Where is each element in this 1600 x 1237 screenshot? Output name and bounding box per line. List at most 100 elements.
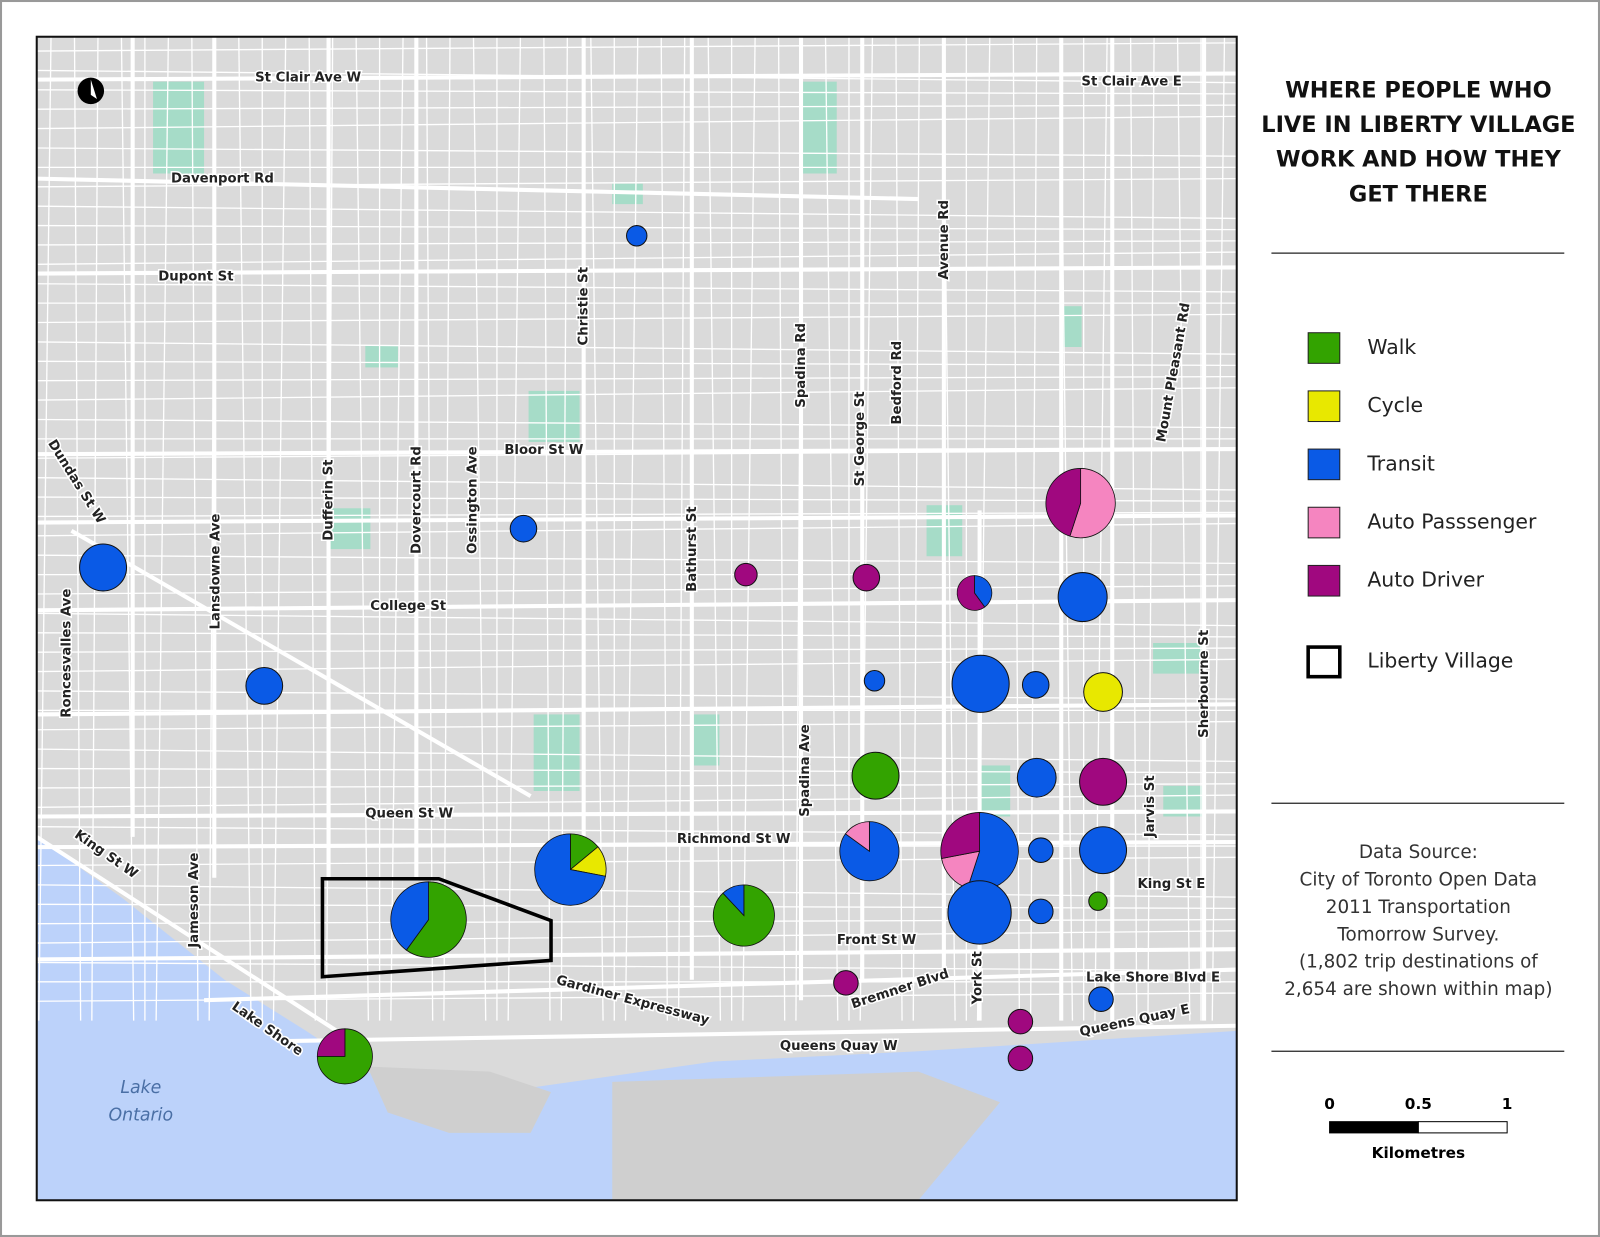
major-road bbox=[70, 528, 532, 798]
scale-label: 0 bbox=[1324, 1095, 1335, 1113]
pie-slice bbox=[956, 575, 986, 611]
street-label: Jameson Ave bbox=[187, 853, 202, 949]
road bbox=[36, 147, 1237, 157]
major-road bbox=[36, 513, 1237, 525]
road bbox=[36, 251, 1237, 266]
title: LIVE IN LIBERTY VILLAGE bbox=[1261, 112, 1575, 138]
pie-slice bbox=[1045, 468, 1082, 537]
pie-slice bbox=[844, 821, 870, 853]
road bbox=[1176, 36, 1191, 1021]
pie bbox=[734, 562, 758, 587]
pie bbox=[833, 970, 859, 996]
legend-label: Auto Driver bbox=[1367, 568, 1484, 592]
road bbox=[355, 36, 370, 1021]
road bbox=[36, 387, 1237, 401]
street-label: Spadina Ave bbox=[798, 724, 813, 816]
street-label: Dufferin St bbox=[322, 459, 337, 541]
pie-slice bbox=[405, 881, 467, 958]
pie bbox=[390, 881, 467, 958]
road bbox=[73, 36, 82, 1021]
scale-label: 0.5 bbox=[1405, 1095, 1432, 1113]
road bbox=[36, 647, 1237, 653]
map-border bbox=[35, 35, 1238, 1202]
pie-slice bbox=[1069, 468, 1116, 539]
pie bbox=[1016, 757, 1057, 798]
legend-label: Walk bbox=[1367, 335, 1416, 359]
major-road bbox=[36, 447, 1237, 457]
street-label: Roncesvalles Ave bbox=[59, 589, 74, 718]
street-label: Ossington Ave bbox=[465, 446, 480, 553]
major-road bbox=[204, 967, 1237, 1003]
pie-slice bbox=[863, 670, 886, 692]
road bbox=[1129, 36, 1138, 1021]
road bbox=[36, 632, 1237, 638]
road bbox=[36, 826, 1237, 836]
street-label: Sherbourne St bbox=[1197, 629, 1212, 738]
pie bbox=[1028, 837, 1054, 863]
major-road bbox=[36, 835, 338, 1033]
source-text: Tomorrow Survey. bbox=[1336, 924, 1499, 945]
pie-slice bbox=[390, 881, 429, 951]
road bbox=[36, 658, 1237, 673]
pie bbox=[626, 225, 648, 247]
pie bbox=[1079, 757, 1128, 806]
legend-label: Cycle bbox=[1367, 393, 1423, 417]
pie bbox=[1021, 671, 1050, 699]
road bbox=[191, 36, 199, 1021]
pie-slice bbox=[833, 970, 859, 996]
pie bbox=[940, 812, 1019, 891]
pie-slice bbox=[722, 884, 745, 917]
road bbox=[36, 89, 1237, 95]
pie bbox=[1028, 898, 1054, 925]
liberty-village-boundary bbox=[320, 876, 553, 979]
road bbox=[425, 36, 434, 1021]
major-road bbox=[36, 176, 919, 202]
pie bbox=[1088, 891, 1108, 911]
road bbox=[36, 418, 1237, 429]
road bbox=[36, 283, 1237, 293]
source-text: (1,802 trip destinations of bbox=[1299, 952, 1538, 973]
street-label: Richmond St W bbox=[677, 832, 791, 847]
street-label: York St bbox=[971, 950, 986, 1005]
road bbox=[390, 36, 404, 1021]
road bbox=[895, 36, 903, 1021]
pie bbox=[534, 833, 607, 906]
pie bbox=[1045, 468, 1116, 539]
major-road bbox=[36, 71, 1237, 82]
road bbox=[36, 720, 1237, 731]
pie-slice bbox=[509, 514, 538, 543]
road bbox=[36, 360, 1237, 367]
lake-label: Ontario bbox=[109, 1106, 174, 1126]
street-label: Spadina Rd bbox=[794, 323, 809, 408]
street-label: Bathurst St bbox=[685, 506, 700, 592]
road bbox=[91, 36, 99, 1021]
source-text: 2011 Transportation bbox=[1326, 897, 1511, 918]
road bbox=[155, 36, 170, 1021]
north-arrow bbox=[77, 77, 105, 105]
road bbox=[272, 36, 287, 1021]
street-label: King St E bbox=[1137, 877, 1205, 892]
road bbox=[38, 36, 52, 1021]
major-road bbox=[285, 1023, 1237, 1044]
scale-bar-white bbox=[1417, 1121, 1508, 1134]
pie bbox=[1057, 572, 1108, 623]
pie-slice bbox=[245, 666, 284, 705]
road bbox=[36, 476, 1237, 491]
legend-label: Auto Passsenger bbox=[1367, 510, 1537, 534]
street-label: Front St W bbox=[837, 933, 917, 948]
road bbox=[624, 36, 639, 1021]
pie-slice bbox=[940, 812, 980, 859]
legend-label: Transit bbox=[1366, 451, 1435, 475]
road bbox=[36, 205, 1237, 220]
road bbox=[36, 522, 1237, 537]
pie-slice bbox=[1057, 572, 1108, 623]
pie-slice bbox=[947, 880, 1012, 945]
pie-slice bbox=[316, 1028, 346, 1057]
source-text: Data Source: bbox=[1359, 842, 1478, 863]
pie-slice bbox=[734, 562, 758, 587]
legend-swatch bbox=[1307, 332, 1341, 364]
road bbox=[36, 375, 1237, 382]
pie bbox=[509, 514, 538, 543]
pie-slice bbox=[1028, 898, 1054, 925]
